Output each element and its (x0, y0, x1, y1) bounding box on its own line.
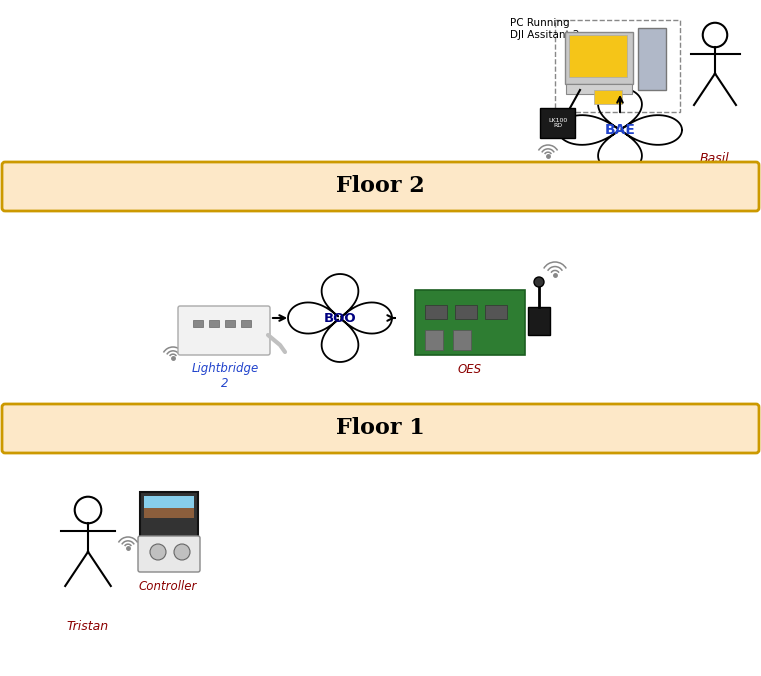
Text: Lightbridge
2: Lightbridge 2 (191, 362, 259, 390)
FancyBboxPatch shape (565, 32, 633, 84)
FancyBboxPatch shape (453, 330, 471, 350)
FancyBboxPatch shape (528, 307, 550, 335)
FancyBboxPatch shape (193, 320, 203, 327)
Text: BAE: BAE (604, 123, 635, 137)
Text: Floor 2: Floor 2 (336, 176, 425, 197)
Text: PC Running
DJI Assitant 2: PC Running DJI Assitant 2 (510, 18, 579, 40)
FancyBboxPatch shape (178, 306, 270, 355)
FancyBboxPatch shape (638, 28, 666, 90)
FancyBboxPatch shape (566, 84, 632, 94)
FancyBboxPatch shape (415, 290, 525, 355)
FancyBboxPatch shape (540, 108, 575, 138)
Circle shape (150, 544, 166, 560)
FancyBboxPatch shape (594, 90, 622, 104)
FancyBboxPatch shape (144, 508, 194, 518)
FancyBboxPatch shape (485, 305, 507, 319)
Text: Controller: Controller (139, 580, 197, 593)
FancyBboxPatch shape (455, 305, 477, 319)
Text: Floor 1: Floor 1 (336, 418, 425, 439)
Text: BOO: BOO (323, 312, 356, 324)
FancyBboxPatch shape (209, 320, 219, 327)
Circle shape (174, 544, 190, 560)
Text: Basil: Basil (700, 152, 730, 165)
FancyBboxPatch shape (425, 305, 447, 319)
Text: LK100
RD: LK100 RD (549, 118, 568, 128)
FancyBboxPatch shape (569, 35, 627, 77)
FancyBboxPatch shape (140, 492, 198, 538)
FancyBboxPatch shape (144, 496, 194, 518)
Circle shape (534, 277, 544, 287)
FancyBboxPatch shape (2, 162, 759, 211)
FancyBboxPatch shape (2, 404, 759, 453)
Text: OES: OES (458, 363, 482, 376)
FancyBboxPatch shape (138, 536, 200, 572)
FancyBboxPatch shape (425, 330, 443, 350)
Text: Tristan: Tristan (67, 620, 109, 633)
FancyBboxPatch shape (241, 320, 251, 327)
FancyBboxPatch shape (144, 496, 194, 508)
FancyBboxPatch shape (225, 320, 235, 327)
